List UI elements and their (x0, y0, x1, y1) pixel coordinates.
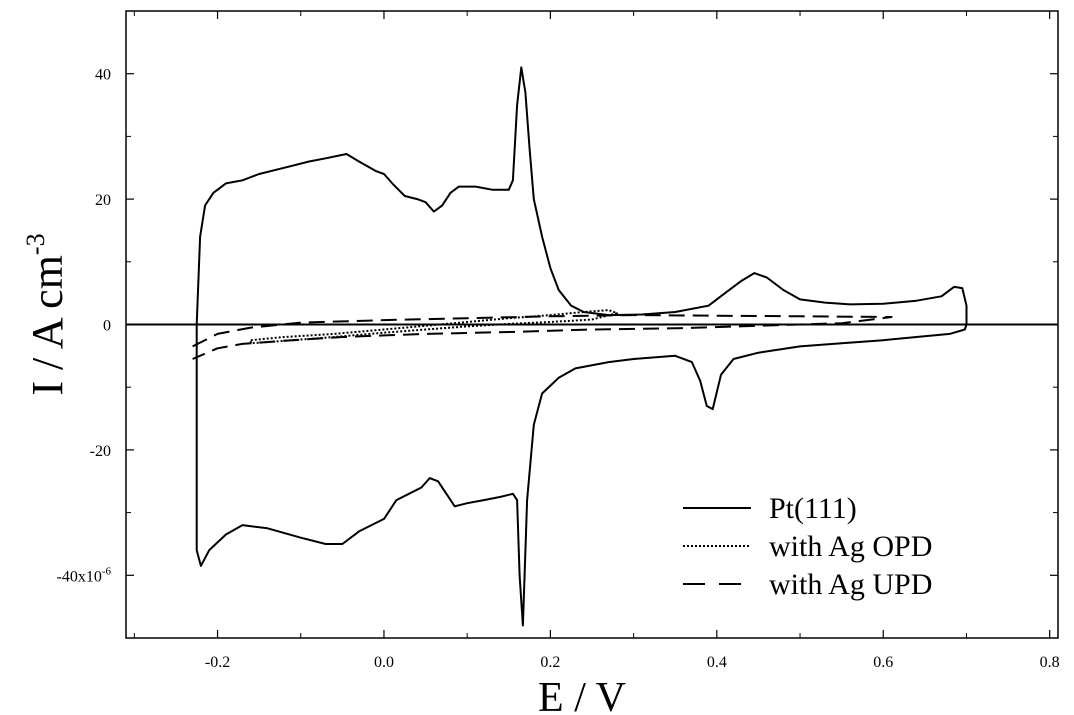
x-tick-label: 0.4 (707, 654, 727, 671)
x-tick-label: -0.2 (205, 654, 230, 671)
x-tick-label: 0.6 (873, 654, 893, 671)
y-tick-label: -20 (90, 443, 111, 460)
y-tick-label-exponent: -6 (102, 565, 112, 577)
x-tick-label: 0.2 (540, 654, 560, 671)
y-axis-ticks: -40x10-6 -20 0 20 40 (57, 10, 1058, 639)
legend: Pt(111) with Ag OPD with Ag UPD (683, 492, 932, 601)
y-axis-title-main: I / A cm (23, 255, 72, 396)
x-tick-label: 0.8 (1040, 654, 1060, 671)
y-tick-label: 20 (95, 192, 111, 209)
series-line-0 (195, 66, 968, 627)
y-axis-title-exponent: -3 (21, 233, 50, 255)
series-line-2 (192, 314, 893, 360)
series-line-1 (249, 309, 618, 345)
y-tick-label: 40 (95, 67, 111, 84)
svg-text:I / A cm-3: I / A cm-3 (21, 233, 72, 395)
x-axis-title: E / V (538, 675, 626, 715)
x-axis-ticks: -0.2 0.0 0.2 0.4 0.6 0.8 (133, 11, 1060, 671)
y-tick-label: 0 (103, 318, 111, 335)
y-tick-label: -40x10-6 (57, 565, 112, 585)
legend-label: with Ag OPD (769, 530, 932, 563)
y-axis-title: I / A cm-3 (21, 233, 72, 395)
legend-label: with Ag UPD (769, 568, 932, 601)
x-tick-label: 0.0 (374, 654, 394, 671)
series-layer (192, 66, 968, 627)
legend-label: Pt(111) (769, 492, 857, 525)
